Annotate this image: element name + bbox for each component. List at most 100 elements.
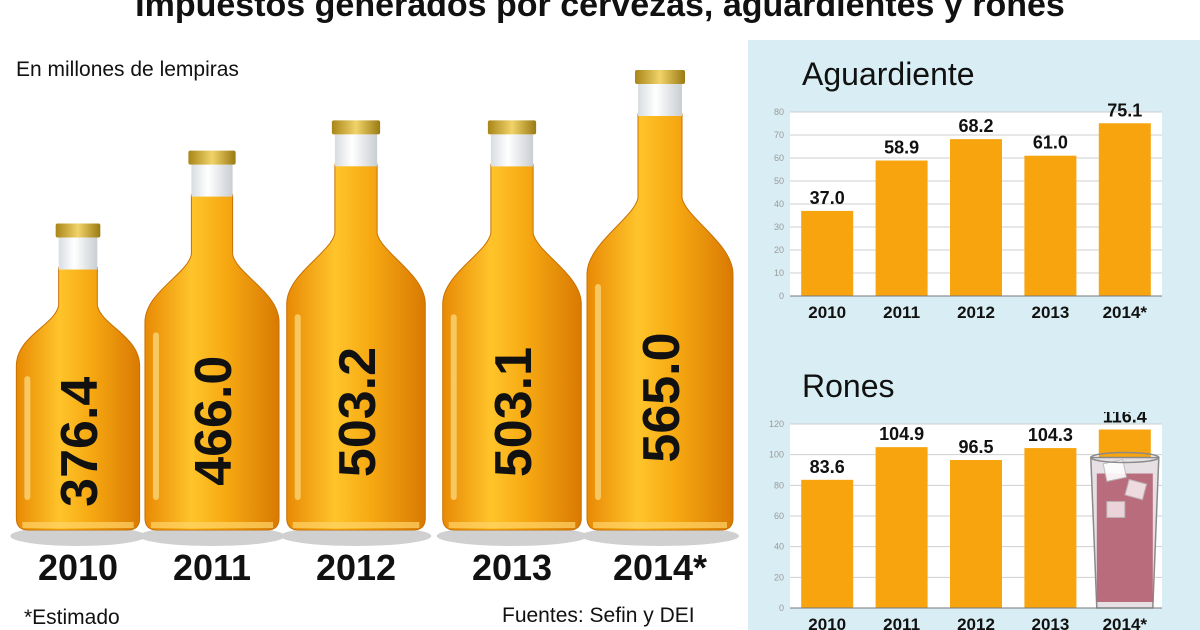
bottle-body bbox=[586, 113, 734, 531]
chart-title: Impuestos generados por cervezas, aguard… bbox=[135, 0, 1065, 24]
aguardiente-title: Aguardiente bbox=[802, 56, 975, 92]
bar-value-label: 116.4 bbox=[1103, 412, 1147, 427]
bottle-value-label: 376.4 bbox=[51, 377, 109, 507]
bottle-neck bbox=[58, 237, 98, 270]
bottle-2013: 503.1 2013 bbox=[436, 120, 588, 588]
bar-2012 bbox=[950, 139, 1002, 296]
bottle-highlight bbox=[294, 314, 301, 500]
y-tick-label: 120 bbox=[769, 419, 784, 429]
x-category-label: 2014* bbox=[1103, 303, 1148, 322]
bar-2012 bbox=[950, 460, 1002, 608]
bar-2011 bbox=[875, 160, 928, 296]
bottle-base bbox=[292, 522, 420, 528]
bottle-neck bbox=[490, 134, 534, 167]
y-tick-label: 80 bbox=[774, 107, 784, 117]
bar-value-label: 61.0 bbox=[1033, 133, 1068, 153]
beer-bottle-chart: 376.4 2010 466.0 2011 503.2 2012 503.1 2013 565.… bbox=[10, 70, 739, 588]
bottle-shadow bbox=[10, 526, 146, 546]
bottle-cap bbox=[635, 70, 685, 84]
bottle-base bbox=[22, 522, 134, 528]
rones-title: Rones bbox=[802, 368, 895, 404]
x-category-label: 2012 bbox=[957, 615, 995, 630]
bottle-2012: 503.2 2012 bbox=[280, 120, 432, 588]
bottle-body bbox=[286, 163, 426, 531]
bar-value-label: 37.0 bbox=[810, 188, 845, 208]
x-category-label: 2013 bbox=[1031, 615, 1069, 630]
bottle-2010: 376.4 2010 bbox=[10, 223, 146, 588]
y-tick-label: 60 bbox=[774, 511, 784, 521]
bottle-highlight bbox=[24, 376, 31, 500]
bottle-value-label: 565.0 bbox=[633, 332, 691, 462]
bar-value-label: 96.5 bbox=[958, 437, 993, 457]
bottle-neck bbox=[334, 134, 378, 167]
x-category-label: 2014* bbox=[1103, 615, 1148, 630]
bar-value-label: 75.1 bbox=[1107, 100, 1142, 120]
aguardiente-bar-chart: 0 10 20 30 40 50 60 70 80 37.0 2010 58.9 2011 68.2 201… bbox=[774, 100, 1162, 322]
bar-2013 bbox=[1024, 155, 1077, 296]
x-category-label: 2013 bbox=[1031, 303, 1069, 322]
bottle-cap bbox=[55, 223, 101, 238]
bottle-shadow bbox=[138, 526, 286, 546]
y-tick-label: 0 bbox=[779, 291, 784, 301]
estimate-footnote: *Estimado bbox=[24, 606, 120, 629]
year-label: 2011 bbox=[173, 547, 251, 588]
bottle-body bbox=[15, 267, 141, 531]
bar-value-label: 58.9 bbox=[884, 138, 919, 158]
bottle-cap bbox=[188, 150, 236, 165]
y-tick-label: 50 bbox=[774, 176, 784, 186]
year-label: 2014* bbox=[613, 547, 707, 588]
bottle-shadow bbox=[280, 526, 432, 546]
bar-2010 bbox=[801, 210, 854, 296]
y-tick-label: 60 bbox=[774, 153, 784, 163]
bottle-2014*: 565.0 2014* bbox=[581, 70, 739, 588]
x-category-label: 2010 bbox=[808, 303, 846, 322]
bottle-2011: 466.0 2011 bbox=[138, 150, 286, 588]
bar-value-label: 104.3 bbox=[1028, 425, 1073, 445]
bar-2010 bbox=[801, 479, 854, 608]
bottle-base bbox=[593, 522, 727, 528]
bar-2013 bbox=[1024, 448, 1077, 608]
bar-value-label: 104.9 bbox=[879, 424, 924, 444]
x-category-label: 2011 bbox=[883, 303, 920, 322]
x-category-label: 2011 bbox=[883, 615, 920, 630]
bar-2011 bbox=[875, 447, 928, 608]
bottle-value-label: 503.1 bbox=[485, 347, 543, 477]
bottle-base bbox=[150, 522, 274, 528]
bottle-base bbox=[448, 522, 576, 528]
bottle-neck bbox=[191, 164, 233, 197]
year-label: 2012 bbox=[316, 547, 396, 588]
y-tick-label: 20 bbox=[774, 572, 784, 582]
bar-value-label: 68.2 bbox=[958, 116, 993, 136]
x-category-label: 2012 bbox=[957, 303, 995, 322]
y-tick-label: 70 bbox=[774, 130, 784, 140]
y-tick-label: 40 bbox=[774, 199, 784, 209]
bottle-shadow bbox=[436, 526, 588, 546]
bottle-shadow bbox=[581, 526, 739, 546]
y-tick-label: 20 bbox=[774, 245, 784, 255]
bottle-highlight bbox=[450, 314, 457, 500]
units-label: En millones de lempiras bbox=[16, 58, 239, 81]
y-tick-label: 10 bbox=[774, 268, 784, 278]
bar-2014* bbox=[1098, 123, 1151, 296]
y-tick-label: 40 bbox=[774, 542, 784, 552]
bottle-cap bbox=[331, 120, 381, 135]
y-tick-label: 0 bbox=[779, 603, 784, 613]
bar-value-label: 83.6 bbox=[810, 457, 845, 477]
sources-note: Fuentes: Sefin y DEI bbox=[502, 604, 695, 627]
bottle-body bbox=[144, 194, 280, 531]
y-tick-label: 100 bbox=[769, 450, 784, 460]
year-label: 2013 bbox=[472, 547, 552, 588]
bottle-body bbox=[442, 163, 582, 531]
bottle-value-label: 466.0 bbox=[185, 356, 243, 486]
y-tick-label: 30 bbox=[774, 222, 784, 232]
x-category-label: 2010 bbox=[808, 615, 846, 630]
glass-icon bbox=[1090, 451, 1160, 609]
year-label: 2010 bbox=[38, 547, 118, 588]
rones-bar-chart: 0 20 40 60 80 100 120 83.6 2010 104.9 2011 96.5 2012… bbox=[769, 412, 1162, 630]
bottle-neck bbox=[638, 84, 682, 116]
bottle-highlight bbox=[595, 284, 601, 500]
bottle-highlight bbox=[152, 332, 159, 500]
bottle-cap bbox=[487, 120, 537, 135]
y-tick-label: 80 bbox=[774, 480, 784, 490]
bottle-value-label: 503.2 bbox=[329, 347, 387, 477]
